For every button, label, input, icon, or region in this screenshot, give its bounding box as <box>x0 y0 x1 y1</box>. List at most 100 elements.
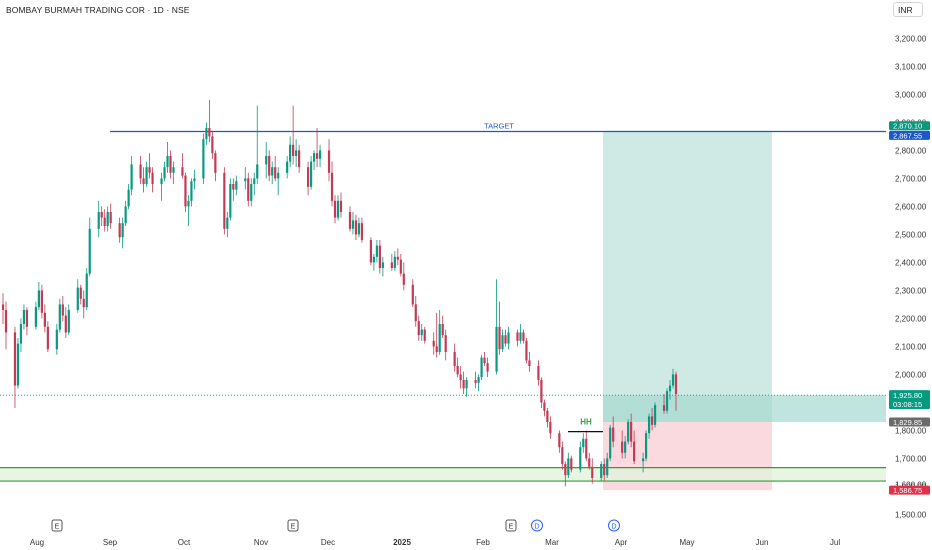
candle-body <box>229 184 232 218</box>
candle <box>357 217 361 238</box>
candle-body <box>588 458 591 467</box>
candle-body <box>668 385 672 392</box>
y-tick-label: 2,100.00 <box>895 342 927 351</box>
candle <box>432 332 435 355</box>
candle-body <box>462 380 465 389</box>
candle <box>187 195 190 226</box>
earnings-marker-box <box>287 519 299 532</box>
candle-body <box>277 172 280 179</box>
currency-button[interactable]: INR <box>893 2 923 17</box>
candle-body <box>208 128 211 137</box>
candle-body <box>369 240 373 263</box>
x-tick-label: Jun <box>756 538 769 547</box>
candle <box>166 142 169 173</box>
candle-body <box>292 144 295 156</box>
candle-body <box>486 363 489 372</box>
earnings-marker: E <box>51 519 63 532</box>
candle <box>193 170 196 190</box>
candle-body <box>16 343 20 386</box>
candle-body <box>232 184 235 190</box>
candle-body <box>453 352 456 366</box>
candle-body <box>109 212 112 224</box>
candle-body <box>348 212 352 229</box>
earnings-marker-box <box>505 519 517 532</box>
candle-body <box>61 304 64 316</box>
candle-body <box>121 223 124 238</box>
candle-body <box>516 332 519 341</box>
candle <box>528 352 531 372</box>
candle-body <box>181 167 184 176</box>
y-tick-label: 2,800.00 <box>895 146 927 155</box>
candle <box>61 296 64 322</box>
candle-body <box>444 335 447 352</box>
candle <box>327 139 331 182</box>
x-tick-label: Oct <box>178 538 191 547</box>
candle <box>558 430 561 453</box>
candle <box>265 142 268 179</box>
candle <box>13 326 17 408</box>
target-line-tag-text: 2,867.55 <box>893 131 922 140</box>
candle <box>1 293 5 324</box>
candle-body <box>339 200 343 212</box>
event-marker-label: E <box>509 524 514 531</box>
candle-body <box>160 178 163 184</box>
earnings-marker: E <box>287 519 299 532</box>
candle-body <box>537 366 540 380</box>
candle-body <box>357 223 361 235</box>
candle-body <box>169 156 172 173</box>
candle-body <box>253 178 256 184</box>
candle-body <box>507 332 510 344</box>
y-tick-label: 2,500.00 <box>895 230 927 239</box>
x-tick-label: Sep <box>103 538 118 547</box>
zones-layer <box>0 130 886 491</box>
candle <box>339 192 343 218</box>
candle-body <box>414 304 417 322</box>
candle-body <box>166 156 169 168</box>
candle <box>600 461 603 481</box>
candle <box>208 100 211 142</box>
candle-body <box>399 259 402 274</box>
y-tick-label: 3,000.00 <box>895 90 927 99</box>
candle-body <box>465 380 468 389</box>
candle-body <box>43 312 46 327</box>
candle-body <box>190 181 193 201</box>
candle <box>483 352 486 366</box>
dividend-marker-circle <box>608 519 620 532</box>
entry-tag: 1,829.85 <box>889 417 930 427</box>
candle-body <box>381 262 384 268</box>
candle-body <box>644 433 648 459</box>
candle-body <box>393 256 396 268</box>
candle <box>504 329 507 347</box>
y-tick-label: 1,800.00 <box>895 426 927 435</box>
candle-body <box>671 374 675 386</box>
candle <box>372 254 375 271</box>
candle-body <box>256 164 259 179</box>
candle <box>444 329 447 361</box>
candle <box>67 304 70 336</box>
candle <box>184 172 187 212</box>
candle <box>118 217 121 243</box>
candle <box>378 240 381 274</box>
candle-body <box>603 464 606 476</box>
lines-layer <box>0 130 886 482</box>
candle-body <box>501 335 504 350</box>
candle <box>603 458 606 481</box>
candle-body <box>19 324 23 344</box>
partial-tick-label: 1,600.00 <box>895 480 927 489</box>
candle-body <box>130 164 133 190</box>
candle <box>250 178 253 207</box>
candle-body <box>375 245 378 257</box>
candle-body <box>456 366 459 375</box>
candle <box>495 279 498 375</box>
candle-body <box>268 156 271 176</box>
candle-body <box>480 357 483 378</box>
candle-body <box>423 329 426 341</box>
candle-body <box>235 181 238 190</box>
candle <box>644 430 648 462</box>
candle-body <box>432 340 435 347</box>
target-line-tag: 2,867.55 <box>889 130 930 140</box>
candle-body <box>564 464 567 476</box>
candle <box>19 318 23 352</box>
event-marker-label: D <box>611 524 616 531</box>
